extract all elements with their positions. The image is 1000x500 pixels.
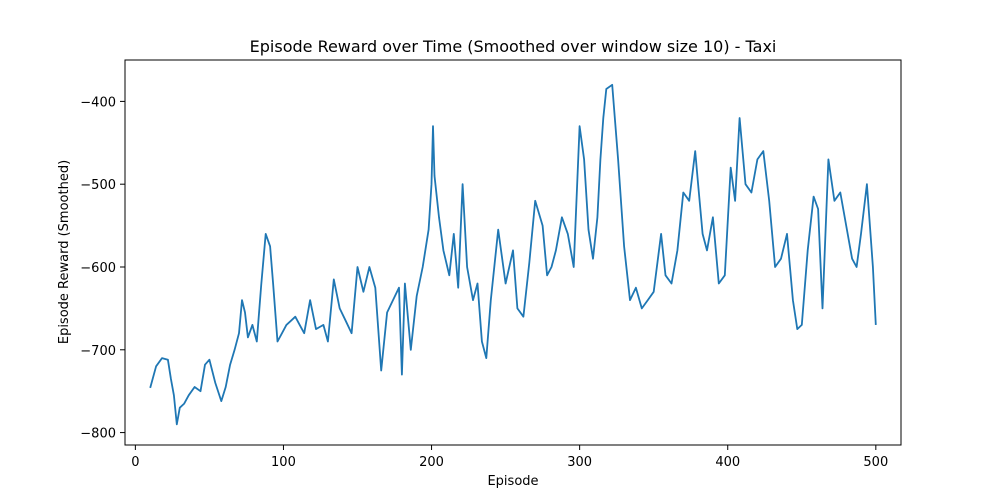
episode-reward-line [149, 83, 877, 426]
y-tick-label: −600 [80, 261, 116, 276]
x-tick-label: 200 [419, 455, 444, 470]
x-tick-label: 100 [271, 455, 296, 470]
y-tick-label: −500 [80, 178, 116, 193]
chart-title: Episode Reward over Time (Smoothed over … [250, 37, 777, 56]
y-tick-label: −400 [80, 95, 116, 110]
x-tick-label: 0 [131, 455, 139, 470]
y-axis: −800 −700 −600 −500 −400 [80, 95, 125, 442]
x-axis: 0 100 200 300 400 500 [131, 445, 888, 470]
x-tick-label: 300 [567, 455, 592, 470]
y-tick-label: −700 [80, 344, 116, 359]
x-tick-label: 400 [715, 455, 740, 470]
y-tick-label: −800 [80, 427, 116, 442]
y-axis-label: Episode Reward (Smoothed) [57, 160, 72, 344]
x-axis-label: Episode [487, 474, 538, 489]
x-tick-label: 500 [863, 455, 888, 470]
